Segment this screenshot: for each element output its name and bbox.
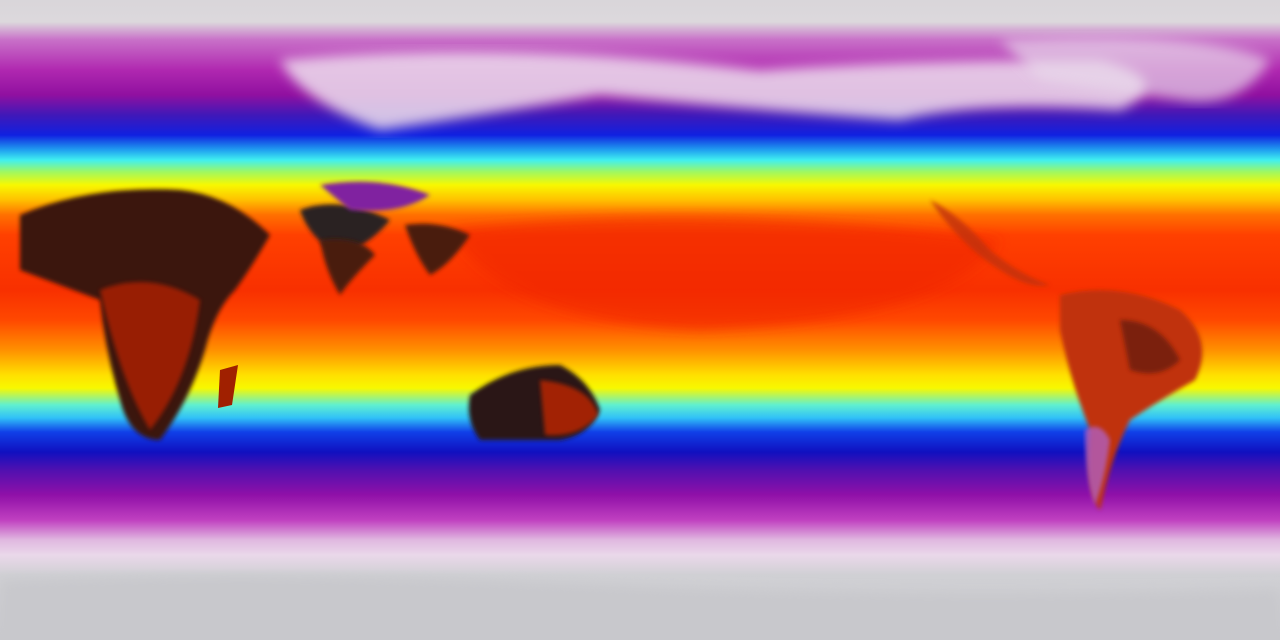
andes-cold bbox=[1085, 426, 1110, 505]
madagascar bbox=[218, 365, 238, 408]
amazon-hot-core bbox=[1120, 320, 1180, 374]
tropical-pacific-warm bbox=[450, 217, 1000, 330]
antarctica-ice bbox=[0, 576, 1280, 640]
siberia-snow bbox=[280, 52, 1146, 130]
north-america-snow bbox=[1000, 37, 1270, 102]
tibet-cold bbox=[320, 181, 430, 211]
africa-hot-core bbox=[100, 282, 200, 430]
central-america-landmass bbox=[930, 200, 1050, 286]
india-landmass bbox=[320, 239, 375, 295]
australia-east-warm bbox=[540, 380, 598, 436]
southeast-asia-landmass bbox=[405, 223, 470, 275]
